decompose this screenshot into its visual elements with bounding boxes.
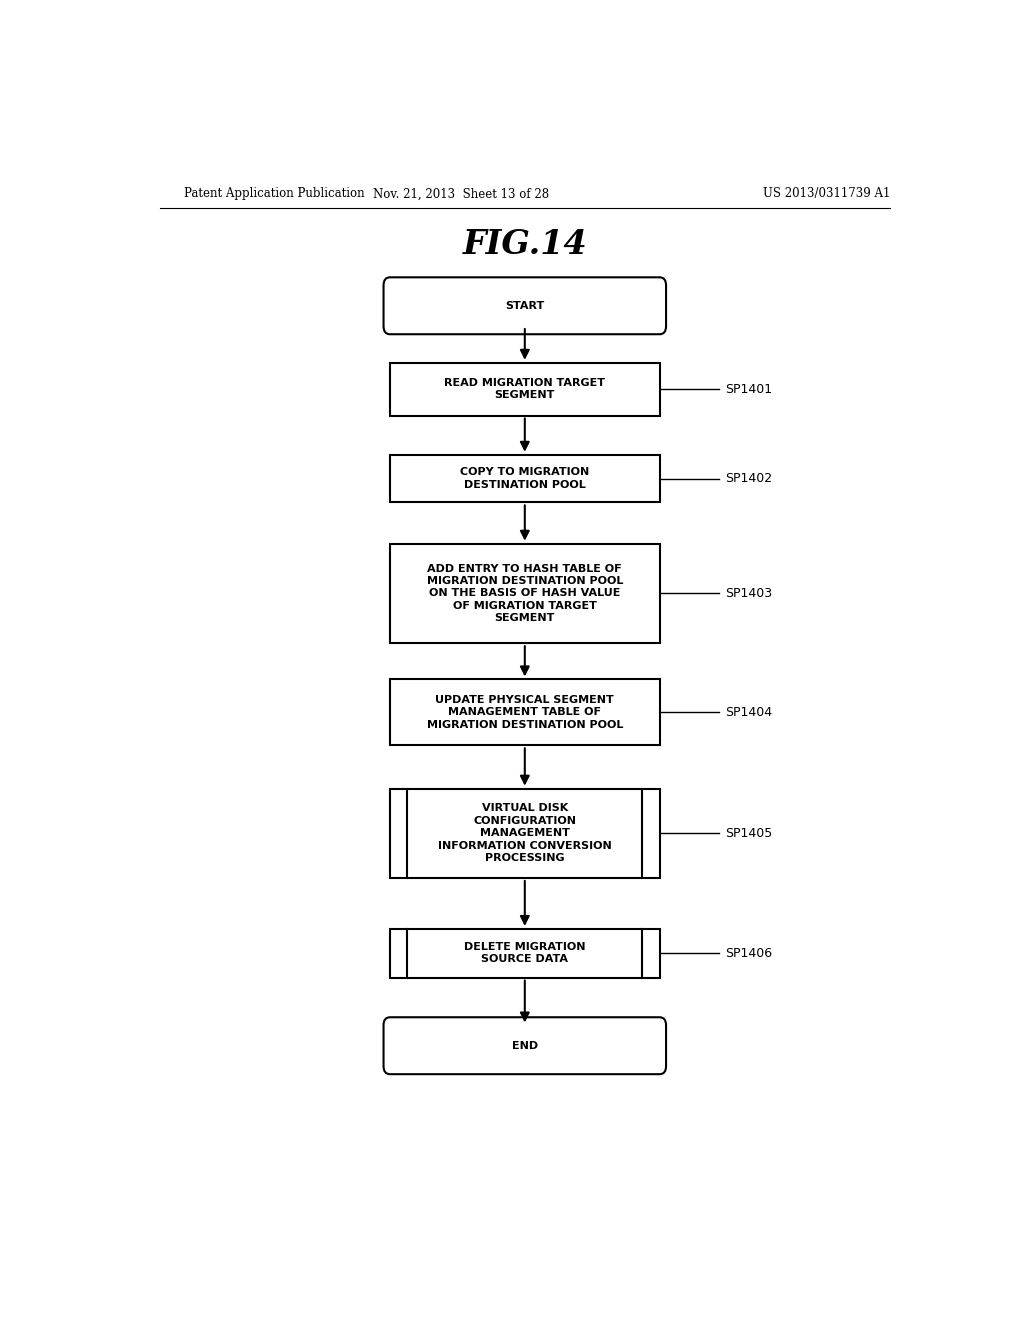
Text: SP1406: SP1406	[726, 946, 773, 960]
Bar	[390, 788, 659, 878]
Text: COPY TO MIGRATION
DESTINATION POOL: COPY TO MIGRATION DESTINATION POOL	[460, 467, 590, 490]
Bar	[390, 544, 659, 643]
Text: ADD ENTRY TO HASH TABLE OF
MIGRATION DESTINATION POOL
ON THE BASIS OF HASH VALUE: ADD ENTRY TO HASH TABLE OF MIGRATION DES…	[427, 564, 623, 623]
Text: VIRTUAL DISK
CONFIGURATION
MANAGEMENT
INFORMATION CONVERSION
PROCESSING: VIRTUAL DISK CONFIGURATION MANAGEMENT IN…	[438, 804, 611, 863]
Bar	[390, 454, 659, 503]
Text: US 2013/0311739 A1: US 2013/0311739 A1	[763, 187, 890, 201]
Bar	[390, 929, 659, 978]
Text: START: START	[505, 301, 545, 310]
FancyBboxPatch shape	[384, 1018, 666, 1074]
Text: SP1402: SP1402	[726, 473, 773, 484]
Text: DELETE MIGRATION
SOURCE DATA: DELETE MIGRATION SOURCE DATA	[464, 942, 586, 965]
Text: END: END	[512, 1040, 538, 1051]
FancyBboxPatch shape	[384, 277, 666, 334]
Text: SP1404: SP1404	[726, 706, 773, 719]
Text: SP1401: SP1401	[726, 383, 773, 396]
Text: UPDATE PHYSICAL SEGMENT
MANAGEMENT TABLE OF
MIGRATION DESTINATION POOL: UPDATE PHYSICAL SEGMENT MANAGEMENT TABLE…	[427, 694, 623, 730]
Text: SP1405: SP1405	[726, 826, 773, 840]
Text: SP1403: SP1403	[726, 587, 773, 599]
Text: Nov. 21, 2013  Sheet 13 of 28: Nov. 21, 2013 Sheet 13 of 28	[374, 187, 549, 201]
Bar	[390, 680, 659, 746]
Text: FIG.14: FIG.14	[463, 228, 587, 261]
Text: Patent Application Publication: Patent Application Publication	[183, 187, 365, 201]
Text: READ MIGRATION TARGET
SEGMENT: READ MIGRATION TARGET SEGMENT	[444, 378, 605, 400]
Bar	[390, 363, 659, 416]
